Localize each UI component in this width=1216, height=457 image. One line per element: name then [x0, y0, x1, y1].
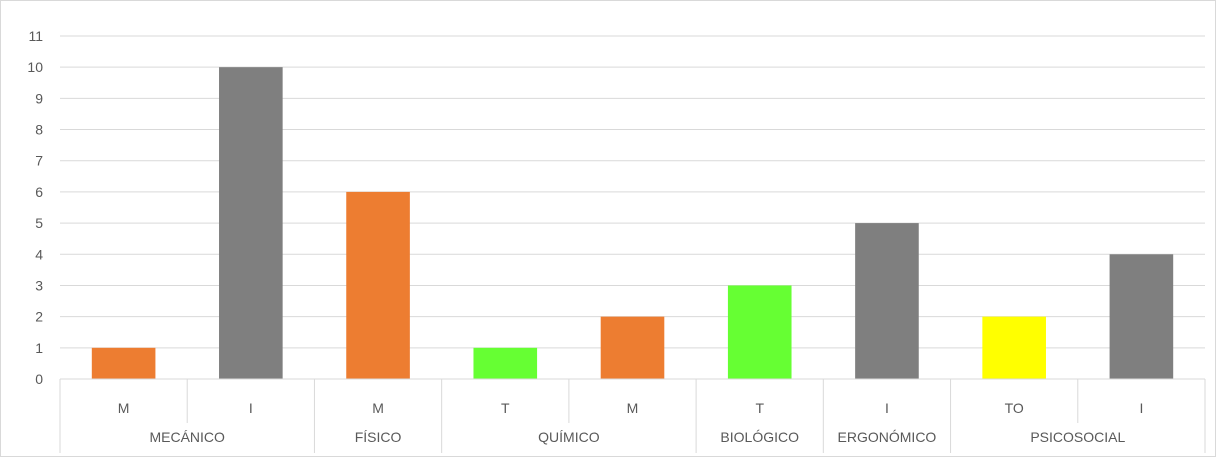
category-label: T — [755, 400, 764, 416]
bar — [91, 347, 156, 379]
y-tick-label: 2 — [35, 309, 43, 325]
bar — [727, 285, 792, 379]
category-label: I — [885, 400, 889, 416]
bar — [1109, 254, 1174, 379]
bar — [600, 316, 665, 379]
category-label: I — [249, 400, 253, 416]
y-tick-label: 7 — [35, 153, 43, 169]
y-tick-label: 0 — [35, 371, 43, 387]
y-tick-label: 1 — [35, 340, 43, 356]
y-tick-label: 3 — [35, 277, 43, 293]
category-label: T — [501, 400, 510, 416]
category-label: M — [372, 400, 384, 416]
y-tick-label: 10 — [27, 59, 43, 75]
bars — [91, 67, 1174, 379]
category-label: M — [627, 400, 639, 416]
y-tick-label: 9 — [35, 90, 43, 106]
category-label: M — [118, 400, 130, 416]
group-label: ERGONÓMICO — [838, 429, 937, 445]
y-tick-label: 5 — [35, 215, 43, 231]
bar — [219, 67, 283, 379]
group-label: FÍSICO — [355, 429, 402, 445]
bar — [473, 347, 538, 379]
bar — [982, 316, 1046, 379]
y-tick-label: 4 — [35, 246, 43, 262]
y-axis-tick-labels: 0 1 2 3 4 5 6 7 8 9 10 11 — [27, 28, 43, 387]
group-label: PSICOSOCIAL — [1030, 429, 1125, 445]
group-label: MECÁNICO — [149, 429, 225, 445]
y-tick-label: 8 — [35, 122, 43, 138]
category-label: I — [1139, 400, 1143, 416]
y-tick-label: 11 — [28, 28, 43, 44]
bar — [855, 223, 919, 379]
group-label: QUÍMICO — [538, 429, 600, 445]
category-label: TO — [1005, 400, 1024, 416]
y-tick-label: 6 — [35, 184, 43, 200]
category-axis: M I MECÁNICO M FÍSICO T M QUÍMICO T BIOLÓGICO I ERG… — [59, 378, 1206, 453]
bar — [346, 191, 410, 379]
group-label: BIOLÓGICO — [720, 429, 799, 445]
